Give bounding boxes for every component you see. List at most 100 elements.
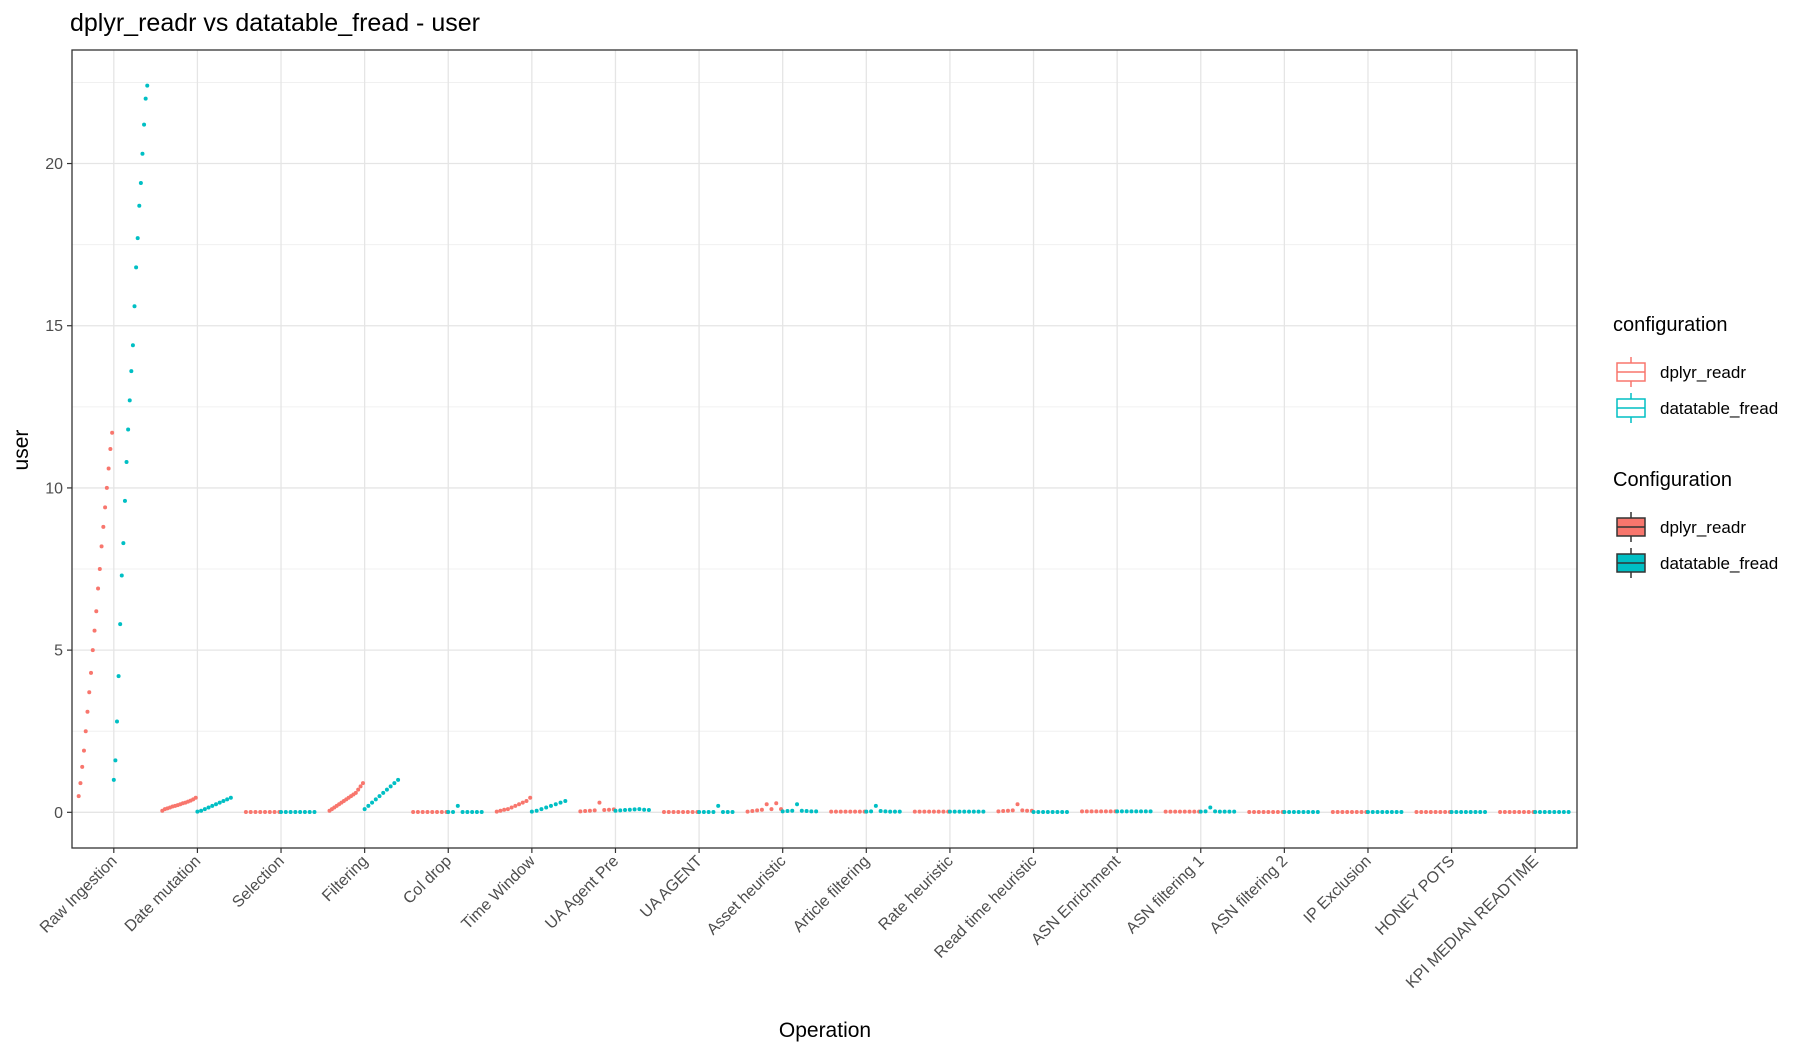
point xyxy=(864,809,869,814)
point xyxy=(878,809,883,814)
point xyxy=(971,809,976,814)
point xyxy=(110,430,115,435)
point xyxy=(897,809,902,814)
legend-title: Configuration xyxy=(1613,469,1732,491)
point xyxy=(607,807,612,812)
point xyxy=(228,795,233,800)
point xyxy=(1282,809,1287,814)
point xyxy=(263,809,268,814)
point xyxy=(307,809,312,814)
point xyxy=(1459,809,1464,814)
point xyxy=(1394,809,1399,814)
point xyxy=(213,802,218,807)
point xyxy=(106,466,111,471)
point xyxy=(637,807,642,812)
point xyxy=(206,805,211,810)
point xyxy=(1330,809,1335,814)
point xyxy=(1103,809,1108,814)
point xyxy=(1428,809,1433,814)
point xyxy=(1084,809,1089,814)
point xyxy=(439,809,444,814)
point xyxy=(957,809,962,814)
point xyxy=(1256,809,1261,814)
point xyxy=(199,808,204,813)
point xyxy=(388,784,393,789)
point xyxy=(780,809,785,814)
point xyxy=(138,181,143,185)
point xyxy=(288,809,293,814)
point xyxy=(1099,809,1104,814)
point xyxy=(1287,809,1292,814)
point xyxy=(1370,809,1375,814)
point xyxy=(1203,809,1208,814)
point xyxy=(587,808,592,813)
point xyxy=(1449,809,1454,814)
point xyxy=(1498,809,1503,814)
legend-label: dplyr_readr xyxy=(1660,363,1746,382)
point xyxy=(853,809,858,814)
y-tick-label: 20 xyxy=(45,156,63,173)
point xyxy=(1041,809,1046,814)
point xyxy=(883,809,888,814)
point xyxy=(941,809,946,814)
point xyxy=(1252,809,1257,814)
point xyxy=(358,784,363,789)
point xyxy=(1380,809,1385,814)
point xyxy=(81,748,86,753)
point xyxy=(135,236,140,241)
point xyxy=(671,809,676,814)
point xyxy=(1542,809,1547,814)
point xyxy=(1517,809,1522,814)
point xyxy=(498,808,503,813)
point xyxy=(602,808,607,813)
point xyxy=(1389,809,1394,814)
point xyxy=(1537,809,1542,814)
point xyxy=(1213,809,1218,814)
point xyxy=(1512,809,1517,814)
point xyxy=(1005,808,1010,813)
point xyxy=(1301,809,1306,814)
point xyxy=(848,809,853,814)
point xyxy=(1552,809,1557,814)
point xyxy=(701,809,706,814)
point xyxy=(790,808,795,813)
point xyxy=(1311,809,1316,814)
point xyxy=(283,809,288,814)
point xyxy=(1340,809,1345,814)
y-tick-label: 5 xyxy=(54,643,63,660)
point xyxy=(108,447,113,451)
point xyxy=(578,809,583,814)
point xyxy=(927,809,932,814)
point xyxy=(1533,809,1538,814)
point xyxy=(267,809,272,814)
point xyxy=(892,809,897,814)
point xyxy=(623,808,628,813)
point xyxy=(435,809,440,814)
x-axis-title: Operation xyxy=(779,1019,871,1042)
point xyxy=(1108,809,1113,814)
point xyxy=(764,802,769,807)
point xyxy=(474,809,479,814)
point xyxy=(1443,809,1448,814)
point xyxy=(544,805,549,810)
point xyxy=(804,809,809,814)
point xyxy=(1182,809,1187,814)
point xyxy=(1168,809,1173,814)
point xyxy=(745,809,750,814)
point xyxy=(127,398,132,403)
point xyxy=(962,809,967,814)
point xyxy=(592,808,597,813)
point xyxy=(799,808,804,813)
point xyxy=(666,809,671,814)
point xyxy=(202,807,207,812)
point xyxy=(111,777,116,782)
point xyxy=(1025,808,1030,813)
point xyxy=(1119,809,1124,814)
point xyxy=(122,498,127,503)
point xyxy=(597,800,602,805)
point xyxy=(366,803,371,808)
point xyxy=(142,122,147,127)
point xyxy=(1031,809,1036,814)
point xyxy=(759,807,764,812)
point xyxy=(1010,808,1015,813)
